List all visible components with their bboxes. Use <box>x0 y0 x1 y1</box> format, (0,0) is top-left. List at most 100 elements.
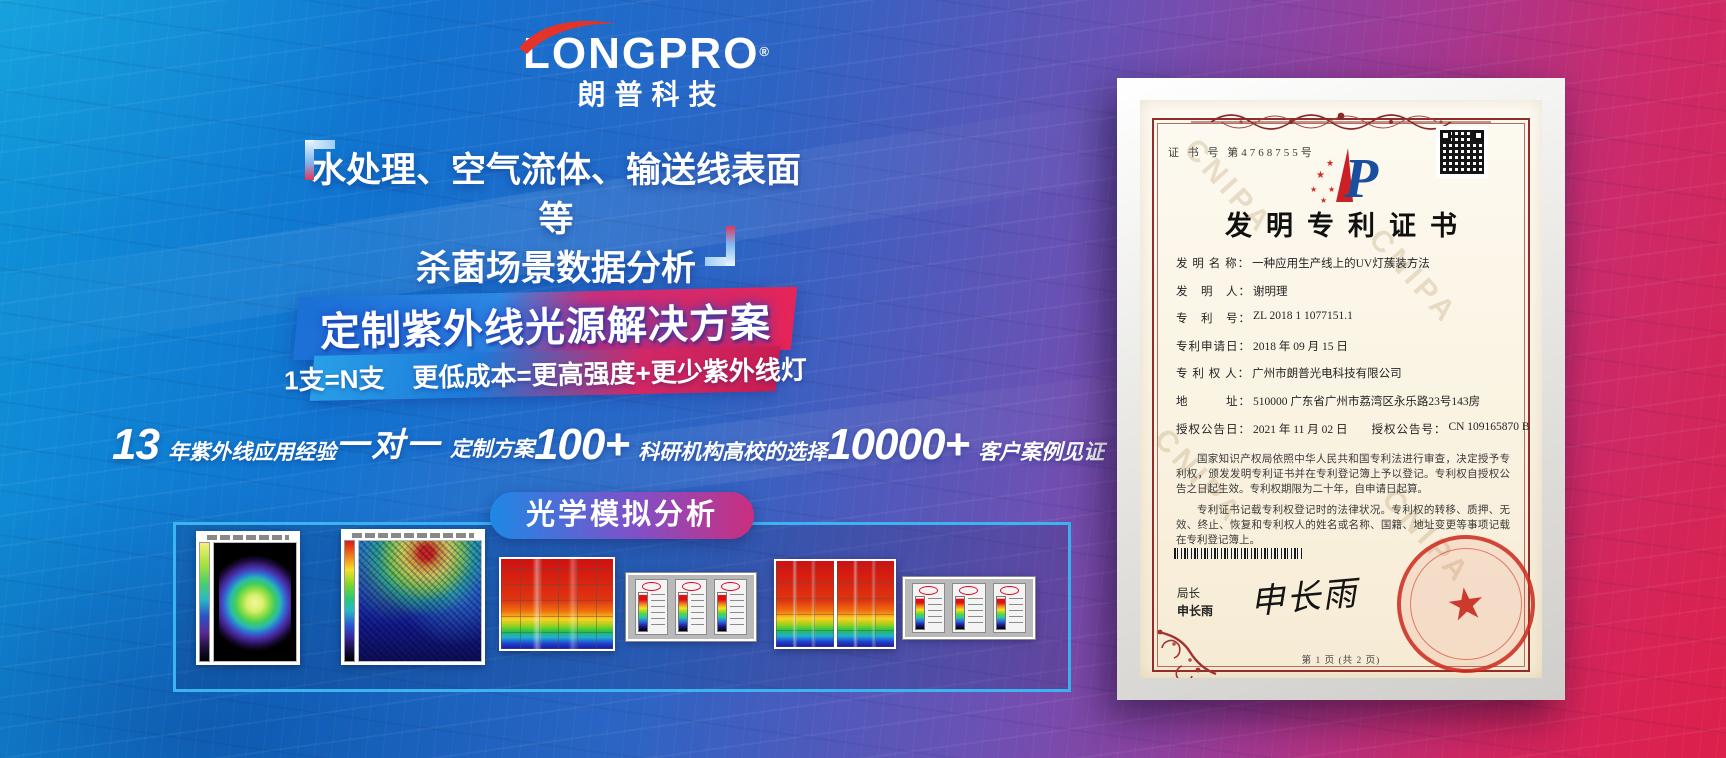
field-grant: 授权公告日： 2021 年 11 月 02 日 授权公告号： CN 109165… <box>1176 420 1530 436</box>
highlight-ellipse-icon <box>959 586 979 595</box>
brand-logo: LONGPRO® 朗普科技 <box>497 21 797 110</box>
certificate-title: 发明专利证书 <box>1225 211 1471 241</box>
tick-labels-placeholder <box>928 598 943 628</box>
chart-title-placeholder <box>207 535 289 540</box>
field-invention-name: 发 明 名 称： 一种应用生产线上的UV灯蔟装方法 <box>1176 258 1430 270</box>
svg-text:★: ★ <box>1316 170 1325 181</box>
scale-legend <box>992 583 1026 633</box>
certificate-fields: 发 明 名 称： 一种应用生产线上的UV灯蔟装方法 发 明 人： 谢明理 专 利… <box>1176 255 1530 448</box>
secondary-slogan-banner: 1支=N支 更低成本=更高强度+更少紫外线灯 <box>283 346 807 401</box>
highlight-ellipse-icon <box>681 582 701 591</box>
stat-experience: 13 年紫外线应用经验 <box>112 423 336 467</box>
tick-labels-placeholder <box>730 594 745 630</box>
color-scale-icon <box>199 542 210 662</box>
quote-bracket-close-icon <box>703 224 735 266</box>
registered-mark: ® <box>759 44 772 59</box>
tick-labels-placeholder <box>651 594 665 630</box>
irradiance-scatter-plot <box>358 540 482 662</box>
svg-text:★: ★ <box>1320 196 1327 205</box>
corner-flourish-icon <box>1157 629 1217 678</box>
simulation-thumbnail-heatmap <box>499 557 615 651</box>
scale-legend <box>912 583 946 633</box>
ornamental-flourish-icon <box>1191 112 1491 130</box>
secondary-slogan-left: 1支=N支 <box>283 363 385 396</box>
simulation-thumbnail-scatter <box>341 529 485 665</box>
svg-text:P: P <box>1343 148 1379 206</box>
secondary-slogan-right: 更低成本=更高强度+更少紫外线灯 <box>411 354 807 393</box>
svg-text:★: ★ <box>1310 185 1317 194</box>
headline-line2: 杀菌场景数据分析 <box>415 249 696 288</box>
svg-text:★: ★ <box>1328 185 1335 194</box>
rainbow-bar-icon <box>995 596 1006 630</box>
certificate-inner-border <box>1157 123 1525 667</box>
svg-text:★: ★ <box>1326 158 1334 168</box>
stat-value: 13 <box>112 420 160 469</box>
rainbow-bar-icon <box>915 596 925 630</box>
headline-line1: 水处理、空气流体、输送线表面等 <box>310 151 801 239</box>
cnipa-logo-icon: ★ ★ ★ ★ ★ P <box>1310 148 1379 206</box>
legal-paragraph-2: 专利证书记载专利权登记时的法律状况。专利权的转移、质押、无效、终止、恢复和专利权… <box>1176 505 1510 546</box>
highlight-ellipse-icon <box>919 586 939 595</box>
color-scale-icon <box>344 540 355 662</box>
patent-certificate: CNIPA CNIPA CNIPA CNIPA 证 书 号 第4768755号 … <box>1140 100 1542 678</box>
stat-label: 客户案例见证 <box>978 441 1105 464</box>
field-inventor: 发 明 人： 谢明理 <box>1176 285 1288 298</box>
logo-subtitle: 朗普科技 <box>577 79 726 110</box>
scale-legend <box>952 583 986 633</box>
certificate-legal-text: 国家知识产权局依照中华人民共和国专利法进行审查，决定授予专利权，颁发发明专利证书… <box>1176 452 1510 554</box>
tick-labels-placeholder <box>1008 598 1023 628</box>
director-block: 局长 申长雨 <box>1177 586 1213 620</box>
simulation-title-pill: 光学模拟分析 <box>489 492 755 539</box>
field-patent-number: 专 利 号： ZL 2018 1 1077151.1 <box>1176 310 1353 326</box>
stat-institutions: 100+ 科研机构高校的选择 <box>534 423 827 467</box>
irradiance-blob-plot <box>213 542 297 662</box>
scale-legend <box>714 579 748 635</box>
simulation-gallery: 光学模拟分析 <box>173 492 1071 692</box>
chart-title-placeholder <box>352 533 474 538</box>
simulation-legend-panel <box>626 573 756 641</box>
rainbow-bar-icon <box>717 592 728 632</box>
stat-value: 100+ <box>533 420 630 469</box>
stats-row: 13 年紫外线应用经验 一对一 定制方案 100+ 科研机构高校的选择 1000… <box>112 420 1104 470</box>
simulation-legend-panel <box>903 577 1035 639</box>
secondary-slogan-text: 1支=N支 更低成本=更高强度+更少紫外线灯 <box>283 350 806 398</box>
logo-swoosh-icon <box>518 21 617 54</box>
stat-value: 10000+ <box>827 420 970 469</box>
director-signature: 申长雨 <box>1248 575 1360 622</box>
legal-paragraph-1: 国家知识产权局依照中华人民共和国专利法进行审查，决定授予专利权，颁发发明专利证书… <box>1176 454 1510 495</box>
barcode-icon <box>1174 548 1302 559</box>
director-label: 局长 <box>1177 588 1200 600</box>
simulation-thumbnail-heatmap-double <box>774 559 896 649</box>
uv-heatmap <box>776 561 834 647</box>
scale-legend <box>635 579 668 635</box>
tick-labels-placeholder <box>690 594 705 630</box>
highlight-ellipse-icon <box>721 582 741 591</box>
stat-label: 科研机构高校的选择 <box>638 441 828 464</box>
simulation-thumbnail-round-beam <box>196 531 300 665</box>
highlight-ellipse-icon <box>641 582 661 591</box>
scale-legend <box>674 579 708 635</box>
headline: 水处理、空气流体、输送线表面等 杀菌场景数据分析 <box>295 140 817 293</box>
seal-star-icon: ★ <box>1442 576 1490 632</box>
page-number: 第 1 页 (共 2 页) <box>1301 656 1381 666</box>
quote-bracket-open-icon <box>305 140 337 182</box>
rainbow-bar-icon <box>955 596 966 630</box>
field-patentee: 专 利 权 人： 广州市朗普光电科技有限公司 <box>1176 368 1402 381</box>
logo-wordmark: LONGPRO® <box>518 21 772 78</box>
field-application-date: 专利申请日： 2018 年 09 月 15 日 <box>1176 340 1348 353</box>
rainbow-bar-icon <box>677 592 688 632</box>
tick-labels-placeholder <box>968 598 983 628</box>
stat-label: 年紫外线应用经验 <box>167 441 336 464</box>
rainbow-bar-icon <box>638 592 648 632</box>
stat-value: 一对一 <box>335 426 441 463</box>
director-name: 申长雨 <box>1177 604 1214 618</box>
uv-heatmap <box>501 559 613 649</box>
stat-one-to-one: 一对一 定制方案 <box>336 423 534 467</box>
highlight-ellipse-icon <box>999 586 1019 595</box>
certificate-number: 证 书 号 第4768755号 <box>1168 147 1315 159</box>
field-address: 地 址： 510000 广东省广州市荔湾区永乐路23号143房 <box>1176 395 1481 408</box>
uv-heatmap <box>836 561 894 647</box>
qr-code-icon <box>1436 126 1488 178</box>
stat-label: 定制方案 <box>449 438 534 461</box>
